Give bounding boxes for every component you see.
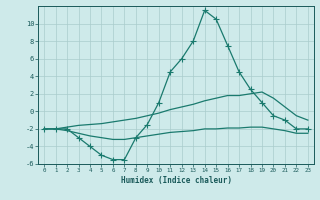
X-axis label: Humidex (Indice chaleur): Humidex (Indice chaleur) [121,176,231,185]
